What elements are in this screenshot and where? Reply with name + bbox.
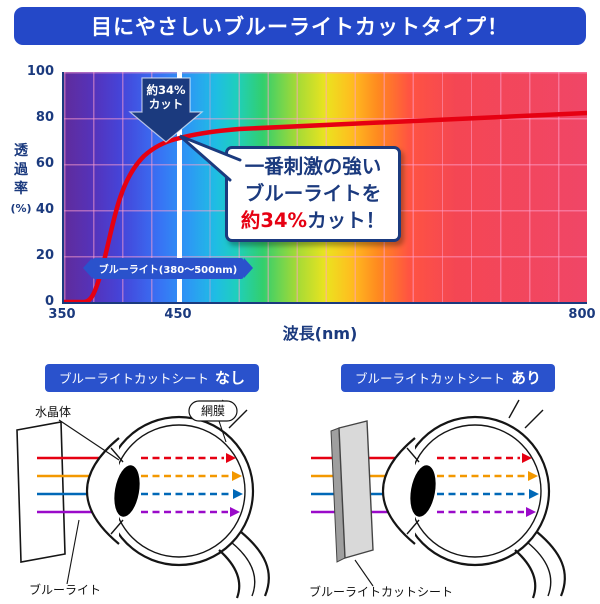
x-tick-800: 800	[568, 307, 596, 322]
retina-label: 網膜	[201, 404, 225, 418]
muscle-line-1	[228, 409, 248, 429]
sheet-label: ブルーライトカットシート	[309, 584, 453, 599]
retina-leader-line	[218, 420, 227, 443]
bluelight-leader-line	[66, 519, 80, 585]
diagram-labels: 水晶体 網膜 ブルーライト	[29, 400, 238, 597]
y-tick-20: 20	[35, 248, 54, 263]
optic-nerve-inner	[514, 549, 537, 599]
lens	[114, 465, 140, 517]
rays-inside-eye	[437, 453, 539, 517]
badge-with-sheet: ブルーライトカットシート あり	[340, 364, 556, 392]
cut-arrow-label-2: カット	[149, 97, 184, 111]
muscle-line-1	[524, 409, 544, 429]
zonule-top	[110, 447, 124, 463]
callout-highlight: 約34%	[240, 209, 308, 232]
eye-diagram-without-sheet: 水晶体 網膜 ブルーライト	[16, 399, 270, 599]
bluelight-range-arrow: ブルーライト(380〜500nm)	[83, 258, 253, 279]
diagram-labels: ブルーライトカットシート	[309, 559, 453, 599]
y-tick-60: 60	[35, 156, 54, 171]
sheet-front	[338, 420, 374, 559]
x-axis-label: 波長(nm)	[282, 324, 358, 343]
badge-without-emph: なし	[215, 369, 246, 387]
bluelight-range-label: ブルーライト(380〜500nm)	[98, 265, 238, 276]
banner-title: 目にやさしいブルーライトカットタイプ！	[91, 15, 509, 39]
bluelight-label: ブルーライト	[29, 582, 101, 597]
muscle-line-2	[508, 399, 520, 419]
ray-purple-arrowhead	[526, 507, 536, 517]
callout-tail: カット！	[307, 209, 386, 232]
wavelength-450-marker	[177, 72, 182, 302]
badge-without-sheet: ブルーライトカットシート なし	[44, 364, 260, 392]
callout-box: 一番刺激の強い ブルーライトを 約34%カット！	[225, 146, 401, 242]
optic-nerve-inner	[218, 549, 241, 599]
bluelight-cut-sheet	[330, 420, 374, 563]
banner: 目にやさしいブルーライトカットタイプ！	[14, 7, 586, 45]
retina-label-box	[188, 400, 238, 422]
diagram-with-sheet: ブルーライトカットシート あり	[302, 364, 594, 602]
optic-nerve-middle	[526, 541, 552, 597]
y-tick-80: 80	[35, 110, 54, 125]
cut-arrow-label-1: 約34%	[146, 83, 186, 97]
ray-red-arrowhead	[226, 453, 236, 463]
ray-orange-arrowhead	[528, 471, 538, 481]
ray-red-arrowhead	[522, 453, 532, 463]
cornea	[382, 437, 416, 545]
ray-purple-arrowhead	[230, 507, 240, 517]
eye-cross-section	[382, 399, 566, 599]
diagram-without-sheet: ブルーライトカットシート なし	[6, 364, 298, 602]
ray-blue-arrowhead	[529, 489, 539, 499]
badge-with-emph: あり	[511, 369, 542, 387]
x-tick-350: 350	[48, 307, 76, 322]
optic-nerve-middle	[230, 541, 256, 597]
callout-line-1: 一番刺激の強い	[244, 155, 382, 178]
y-axis-label: 透 過 率 (%)	[10, 143, 32, 215]
y-tick-40: 40	[35, 202, 54, 217]
badge-without-main: ブルーライトカットシート	[58, 371, 209, 386]
lens	[410, 465, 436, 517]
zonule-bottom	[406, 519, 420, 535]
screen-panel	[16, 421, 66, 563]
zonule-top	[406, 447, 420, 463]
lens-leader-line	[58, 419, 120, 461]
badge-with-main: ブルーライトカットシート	[354, 371, 505, 386]
optic-nerve-outer	[240, 531, 270, 597]
rays-inside-eye	[141, 453, 243, 517]
eye-cross-section	[86, 399, 270, 599]
spectrum-plot-area: ブルーライト(380〜500nm) 約34% カット 一番刺激の強い ブルーライ…	[62, 72, 587, 304]
callout-line-3: 約34%カット！	[228, 207, 398, 234]
optic-nerve-outer	[536, 531, 566, 597]
lens-label: 水晶体	[35, 405, 71, 419]
eye-diagram-with-sheet: ブルーライトカットシート	[309, 399, 566, 599]
callout-line-2: ブルーライトを	[244, 182, 382, 205]
sheet-leader-line	[354, 559, 374, 587]
cornea	[86, 437, 120, 545]
zonule-bottom	[110, 519, 124, 535]
cut-arrow-layer: 約34% カット	[128, 77, 204, 143]
x-tick-450: 450	[164, 307, 192, 322]
y-tick-100: 100	[26, 64, 54, 79]
ray-blue-arrowhead	[233, 489, 243, 499]
cut-down-arrow	[128, 77, 204, 143]
ray-orange-arrowhead	[232, 471, 242, 481]
y-tick-0: 0	[44, 294, 54, 309]
